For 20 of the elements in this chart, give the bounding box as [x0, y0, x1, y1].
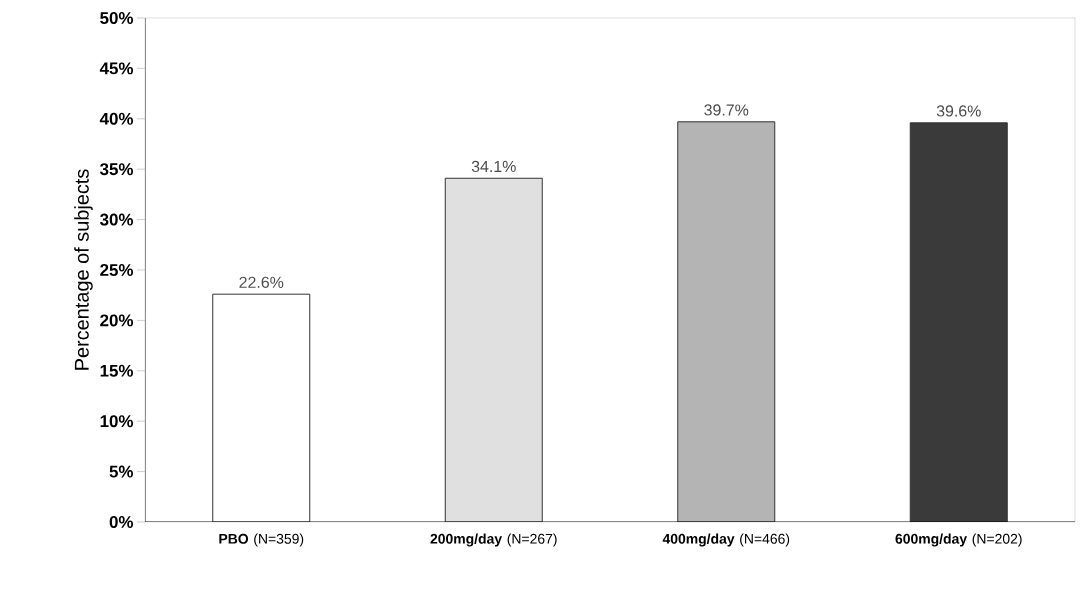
y-tick-label: 0%	[109, 515, 134, 528]
x-tick-label: 600mg/day (N=202)	[895, 533, 1022, 547]
y-tick-label: 40%	[99, 112, 134, 125]
x-tick-label: 200mg/day (N=267)	[430, 533, 557, 547]
y-tick-label: 20%	[100, 314, 134, 327]
x-tick-label: PBO (N=359)	[219, 533, 304, 547]
x-tick-label: 400mg/day (N=466)	[662, 533, 790, 547]
y-axis-title: Percentage of subjects	[74, 169, 93, 370]
y-tick-label: 30%	[99, 213, 134, 226]
y-tick-label: 50%	[100, 11, 134, 24]
data-label: 22.6%	[239, 276, 284, 288]
y-tick-label: 10%	[100, 415, 134, 428]
data-label: 39.7%	[704, 104, 749, 116]
data-label: 34.1%	[471, 160, 516, 173]
y-tick-label: 5%	[109, 465, 134, 478]
y-tick-label: 45%	[99, 62, 134, 75]
y-tick-label: 15%	[100, 364, 134, 377]
data-label: 39.6%	[936, 105, 981, 117]
y-tick-label: 25%	[100, 263, 134, 276]
y-tick-label: 35%	[99, 163, 134, 176]
